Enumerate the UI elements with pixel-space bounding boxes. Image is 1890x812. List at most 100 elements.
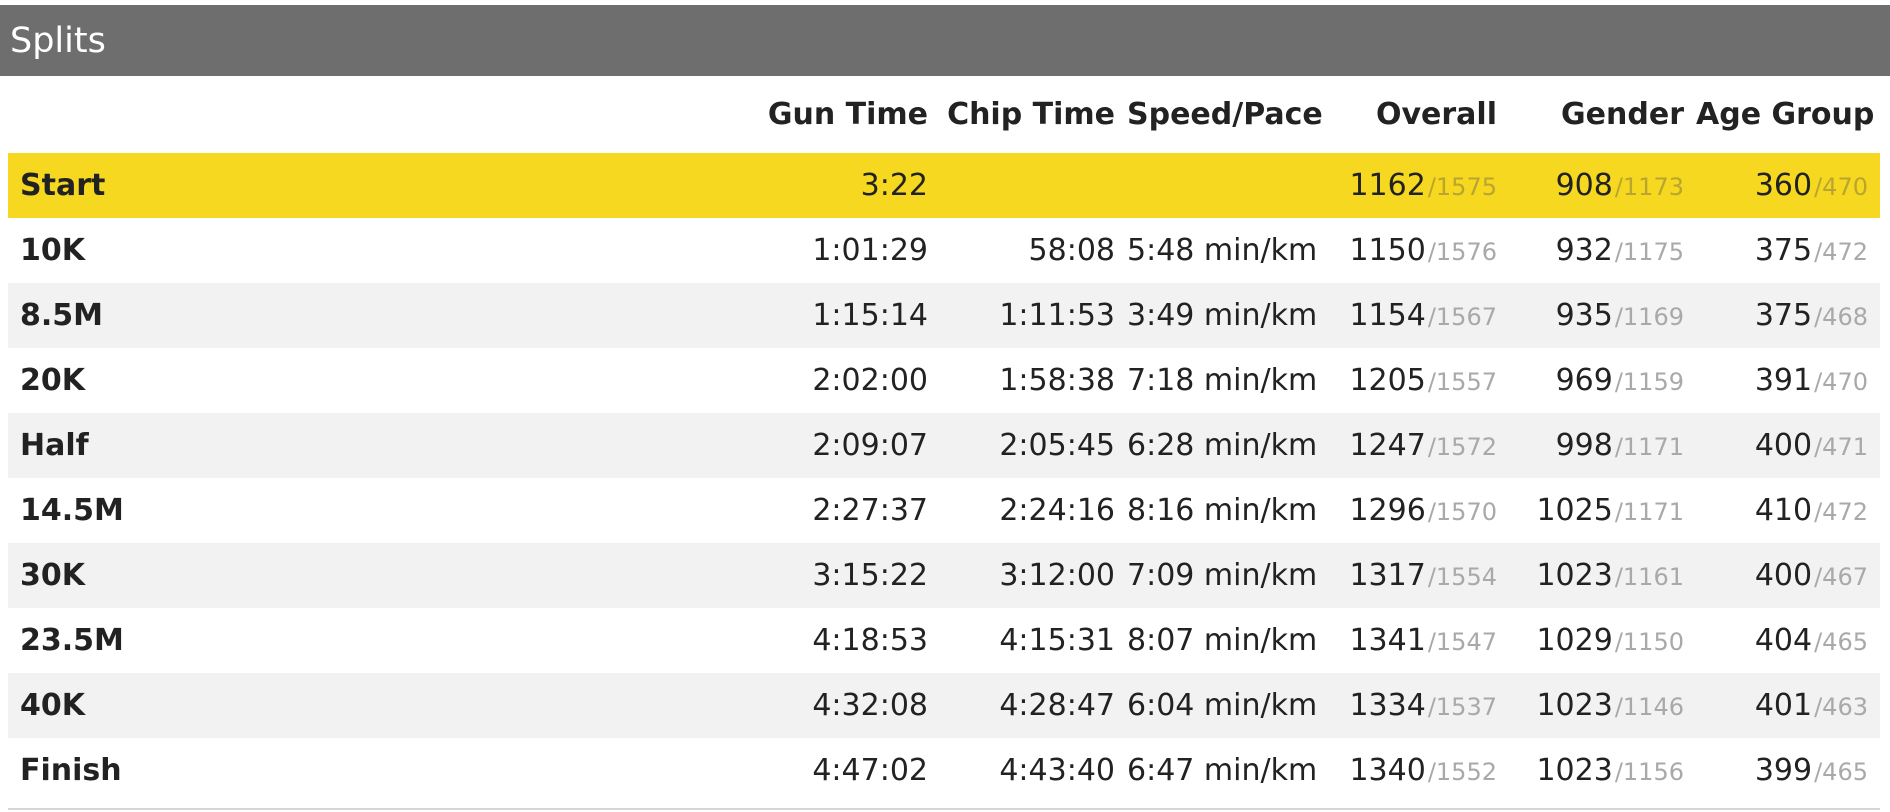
table-row: 10K 1:01:29 58:08 5:48 min/km 1150/1576 … [8, 218, 1880, 283]
table-row: 14.5M 2:27:37 2:24:16 8:16 min/km 1296/1… [8, 478, 1880, 543]
gun-time: 4:18:53 [812, 623, 928, 658]
overall-rank: 1205/1557 [1323, 348, 1509, 413]
gender-total: /1161 [1614, 563, 1684, 591]
gender-rank: 1025/1171 [1509, 478, 1696, 543]
column-header-age-group[interactable]: Age Group [1696, 97, 1875, 132]
chip-time: 4:15:31 [999, 623, 1115, 658]
table-header-row: Gun Time Chip Time Speed/Pace Overall Ge… [8, 76, 1880, 153]
overall-total: /1572 [1427, 433, 1497, 461]
column-header-speed-pace[interactable]: Speed/Pace [1127, 97, 1323, 132]
age-group-rank: 410/472 [1696, 478, 1880, 543]
overall-rank: 1247/1572 [1323, 413, 1509, 478]
overall-rank: 1296/1570 [1323, 478, 1509, 543]
chip-time: 1:11:53 [999, 298, 1115, 333]
gender-total: /1171 [1614, 498, 1684, 526]
age-group-place: 410 [1754, 493, 1813, 528]
age-group-rank: 399/465 [1696, 738, 1880, 803]
overall-total: /1567 [1427, 303, 1497, 331]
overall-place: 1205 [1349, 363, 1426, 398]
overall-rank: 1341/1547 [1323, 608, 1509, 673]
gender-rank: 969/1159 [1509, 348, 1696, 413]
speed-pace: 7:09 min/km [1127, 558, 1318, 593]
overall-total: /1575 [1427, 173, 1497, 201]
overall-total: /1547 [1427, 628, 1497, 656]
speed-pace: 7:18 min/km [1127, 363, 1318, 398]
age-group-total: /463 [1814, 693, 1868, 721]
overall-rank: 1162/1575 [1323, 153, 1509, 218]
gender-place: 1023 [1536, 558, 1613, 593]
table-row: Half 2:09:07 2:05:45 6:28 min/km 1247/15… [8, 413, 1880, 478]
age-group-total: /472 [1814, 498, 1868, 526]
gender-rank: 932/1175 [1509, 218, 1696, 283]
table-row: 8.5M 1:15:14 1:11:53 3:49 min/km 1154/15… [8, 283, 1880, 348]
age-group-rank: 360/470 [1696, 153, 1880, 218]
table-row: 20K 2:02:00 1:58:38 7:18 min/km 1205/155… [8, 348, 1880, 413]
speed-pace: 5:48 min/km [1127, 233, 1318, 268]
split-name: Finish [20, 753, 122, 788]
gun-time: 4:47:02 [812, 753, 928, 788]
overall-rank: 1317/1554 [1323, 543, 1509, 608]
table-row: Start 3:22 1162/1575 908/1173 360/470 [8, 153, 1880, 218]
gender-place: 1025 [1536, 493, 1613, 528]
column-header-gender[interactable]: Gender [1561, 97, 1684, 132]
chip-time: 58:08 [1028, 233, 1115, 268]
chip-time: 1:58:38 [999, 363, 1115, 398]
gender-total: /1171 [1614, 433, 1684, 461]
chip-time: 2:05:45 [999, 428, 1115, 463]
age-group-rank: 391/470 [1696, 348, 1880, 413]
overall-place: 1317 [1349, 558, 1426, 593]
age-group-rank: 401/463 [1696, 673, 1880, 738]
split-name: 30K [20, 558, 85, 593]
overall-rank: 1150/1576 [1323, 218, 1509, 283]
column-header-overall[interactable]: Overall [1375, 97, 1497, 132]
gun-time: 3:15:22 [812, 558, 928, 593]
age-group-rank: 375/468 [1696, 283, 1880, 348]
gender-rank: 1023/1146 [1509, 673, 1696, 738]
gender-rank: 1023/1156 [1509, 738, 1696, 803]
speed-pace: 8:07 min/km [1127, 623, 1318, 658]
age-group-place: 401 [1754, 688, 1813, 723]
age-group-rank: 404/465 [1696, 608, 1880, 673]
gender-total: /1175 [1614, 238, 1684, 266]
gender-total: /1146 [1614, 693, 1684, 721]
overall-place: 1334 [1349, 688, 1426, 723]
table-row: 40K 4:32:08 4:28:47 6:04 min/km 1334/153… [8, 673, 1880, 738]
overall-place: 1154 [1349, 298, 1426, 333]
overall-place: 1296 [1349, 493, 1426, 528]
splits-table: Gun Time Chip Time Speed/Pace Overall Ge… [8, 76, 1880, 803]
split-name: 8.5M [20, 298, 103, 333]
speed-pace: 6:04 min/km [1127, 688, 1318, 723]
gender-place: 1023 [1536, 753, 1613, 788]
age-group-rank: 400/467 [1696, 543, 1880, 608]
gun-time: 1:01:29 [812, 233, 928, 268]
table-row: 30K 3:15:22 3:12:00 7:09 min/km 1317/155… [8, 543, 1880, 608]
chip-time [940, 153, 1127, 218]
overall-rank: 1334/1537 [1323, 673, 1509, 738]
age-group-place: 375 [1754, 233, 1813, 268]
split-name: Start [20, 168, 106, 203]
gender-place: 932 [1555, 233, 1613, 268]
gender-place: 998 [1555, 428, 1613, 463]
age-group-place: 400 [1754, 558, 1813, 593]
speed-pace: 6:28 min/km [1127, 428, 1318, 463]
gender-total: /1169 [1614, 303, 1684, 331]
age-group-total: /465 [1814, 628, 1868, 656]
age-group-rank: 375/472 [1696, 218, 1880, 283]
age-group-total: /472 [1814, 238, 1868, 266]
overall-rank: 1340/1552 [1323, 738, 1509, 803]
overall-total: /1557 [1427, 368, 1497, 396]
age-group-place: 391 [1754, 363, 1813, 398]
gender-total: /1156 [1614, 758, 1684, 786]
speed-pace: 3:49 min/km [1127, 298, 1318, 333]
overall-place: 1247 [1349, 428, 1426, 463]
column-header-gun-time[interactable]: Gun Time [767, 97, 928, 132]
split-name: 20K [20, 363, 85, 398]
column-header-chip-time[interactable]: Chip Time [947, 97, 1115, 132]
gender-rank: 908/1173 [1509, 153, 1696, 218]
gender-place: 1023 [1536, 688, 1613, 723]
split-name: Half [20, 428, 89, 463]
gender-rank: 1029/1150 [1509, 608, 1696, 673]
gender-rank: 998/1171 [1509, 413, 1696, 478]
speed-pace: 6:47 min/km [1127, 753, 1318, 788]
split-name: 23.5M [20, 623, 124, 658]
